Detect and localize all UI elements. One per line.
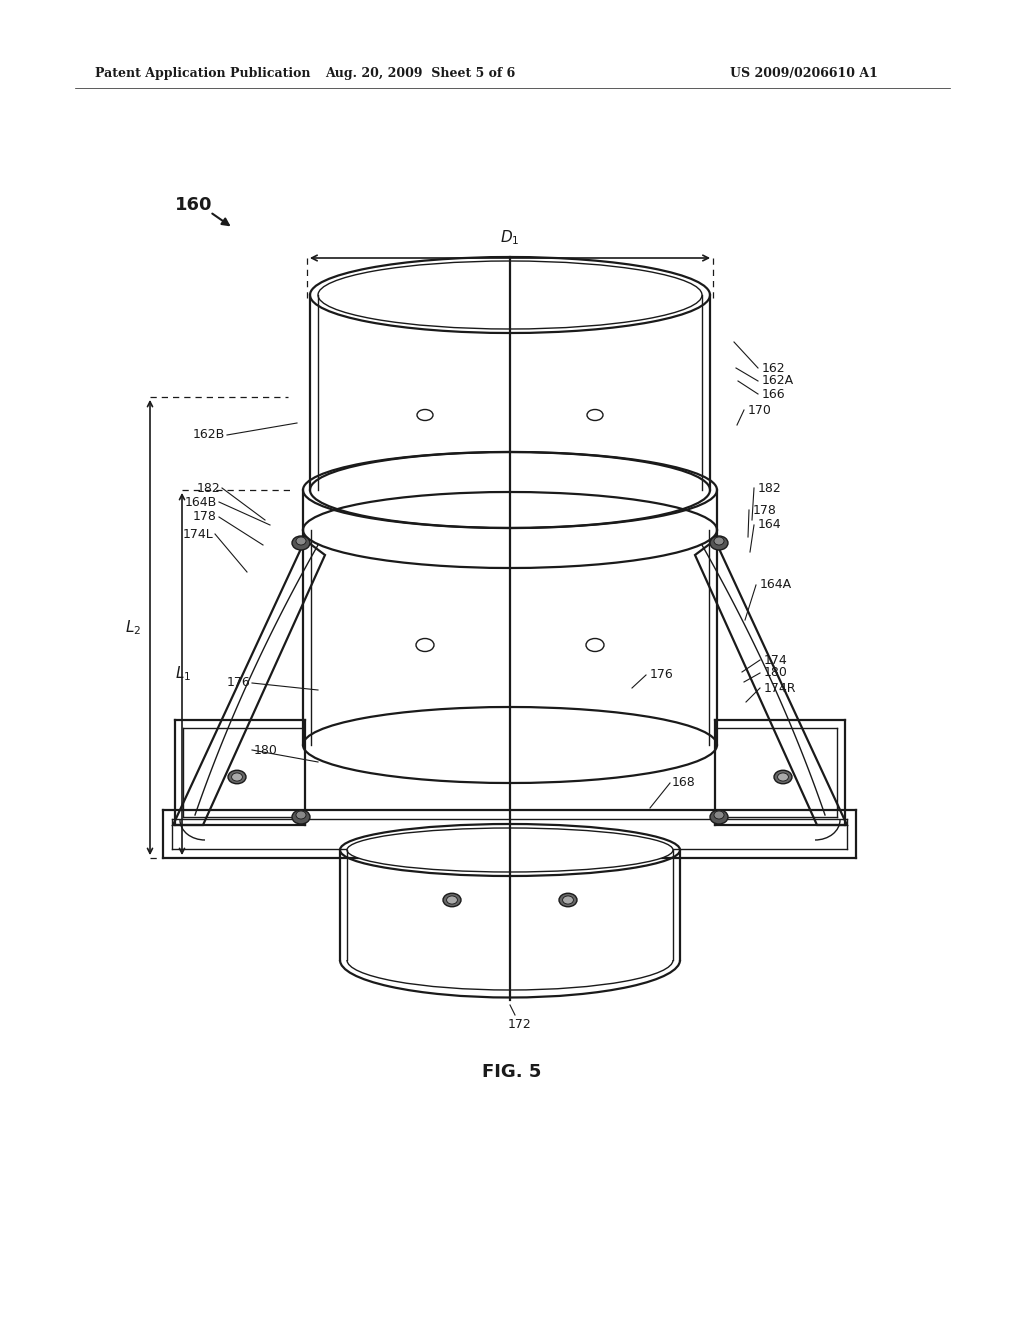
Text: 162A: 162A: [762, 375, 795, 388]
Ellipse shape: [292, 536, 310, 550]
Text: 182: 182: [758, 482, 781, 495]
Text: 166: 166: [762, 388, 785, 400]
Text: 180: 180: [764, 667, 787, 680]
Ellipse shape: [559, 894, 577, 907]
Text: 164: 164: [758, 519, 781, 532]
Text: $L_2$: $L_2$: [125, 618, 141, 636]
Bar: [176, 719, 304, 825]
Bar: [164, 810, 855, 858]
Text: 178: 178: [753, 503, 777, 516]
Ellipse shape: [714, 537, 724, 545]
Bar: [341, 850, 679, 960]
Text: 162: 162: [762, 362, 785, 375]
Text: 172: 172: [508, 1018, 531, 1031]
Text: 176: 176: [650, 668, 674, 681]
Ellipse shape: [562, 896, 573, 904]
Ellipse shape: [228, 771, 246, 784]
Text: Patent Application Publication: Patent Application Publication: [95, 66, 310, 79]
Text: 178: 178: [194, 511, 217, 524]
Ellipse shape: [710, 536, 728, 550]
Bar: [311, 294, 709, 490]
Text: 164A: 164A: [760, 578, 793, 591]
Ellipse shape: [774, 771, 792, 784]
Text: 174: 174: [764, 653, 787, 667]
Ellipse shape: [777, 774, 788, 781]
Text: 160: 160: [175, 195, 213, 214]
Text: 168: 168: [672, 776, 695, 789]
Ellipse shape: [347, 828, 673, 873]
Ellipse shape: [443, 894, 461, 907]
Text: US 2009/0206610 A1: US 2009/0206610 A1: [730, 66, 878, 79]
Text: 162B: 162B: [193, 429, 225, 441]
Ellipse shape: [710, 810, 728, 824]
Text: FIG. 5: FIG. 5: [482, 1063, 542, 1081]
Ellipse shape: [296, 810, 306, 818]
Text: 182: 182: [197, 482, 220, 495]
Text: 176: 176: [226, 676, 250, 689]
Ellipse shape: [296, 537, 306, 545]
Text: 170: 170: [748, 404, 772, 417]
Bar: [304, 531, 716, 744]
Text: $L_1$: $L_1$: [175, 665, 191, 684]
Ellipse shape: [714, 810, 724, 818]
Text: 180: 180: [254, 743, 278, 756]
Text: Aug. 20, 2009  Sheet 5 of 6: Aug. 20, 2009 Sheet 5 of 6: [325, 66, 515, 79]
Bar: [716, 719, 844, 825]
Text: 174L: 174L: [182, 528, 213, 540]
Ellipse shape: [292, 810, 310, 824]
Ellipse shape: [446, 896, 458, 904]
Text: $D_1$: $D_1$: [501, 228, 520, 247]
Ellipse shape: [303, 708, 717, 783]
Ellipse shape: [318, 261, 702, 329]
Text: 164B: 164B: [184, 495, 217, 508]
Ellipse shape: [231, 774, 243, 781]
Text: 174R: 174R: [764, 681, 797, 694]
